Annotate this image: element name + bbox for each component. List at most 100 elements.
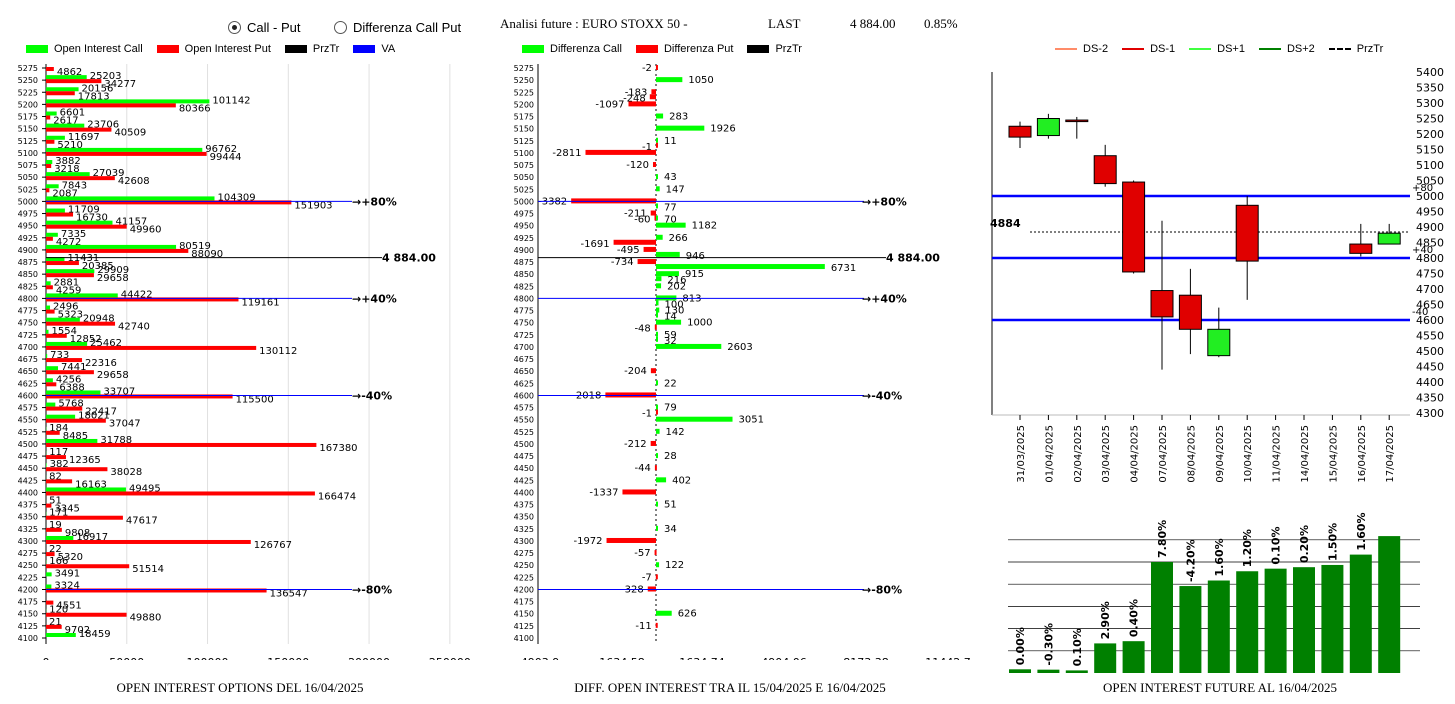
strike-label: 4800 xyxy=(18,294,38,303)
candle-body xyxy=(1065,119,1089,123)
put-bar xyxy=(46,394,233,399)
diff-bar-extra xyxy=(649,94,656,100)
put-value-label: 130112 xyxy=(259,346,297,357)
diff-value-label: 28 xyxy=(664,451,677,462)
strike-label: 4325 xyxy=(514,525,534,534)
call-value-label: 82 xyxy=(49,471,62,482)
diff-bar xyxy=(654,550,657,556)
put-value-label: 29658 xyxy=(97,273,129,284)
put-bar xyxy=(46,236,53,241)
date-label: 10/04/2025 xyxy=(1243,425,1254,483)
put-value-label: 37047 xyxy=(109,419,141,430)
y-tick-label: 5050 xyxy=(1416,175,1444,188)
strike-label: 4925 xyxy=(514,234,534,243)
diff-extra-label: 6731 xyxy=(831,263,856,274)
put-value-label: 5210 xyxy=(57,140,82,151)
put-bar xyxy=(46,285,53,290)
diff-bar-extra xyxy=(656,215,658,221)
candle-body xyxy=(1036,118,1060,137)
call-value-label: 1554 xyxy=(52,326,77,337)
oi-bar xyxy=(1065,670,1088,673)
strike-label: 4425 xyxy=(514,476,534,485)
y-tick-label: 4400 xyxy=(1416,376,1444,389)
diff-bar xyxy=(656,234,663,240)
date-label: 01/04/2025 xyxy=(1044,425,1055,483)
diff-bar xyxy=(650,368,656,374)
oi-change-label: 1.60% xyxy=(1213,538,1226,576)
radio-call-put[interactable]: Call - Put xyxy=(228,20,300,35)
strike-label: 4400 xyxy=(18,488,38,497)
call-bar xyxy=(46,99,210,104)
diff-bar xyxy=(650,440,656,446)
last-label: LAST xyxy=(768,16,801,31)
x-tick-label: -4903.9 xyxy=(517,656,559,660)
call-bar xyxy=(46,135,65,140)
diff-value-label: -1097 xyxy=(595,99,624,110)
legend-item-ds+2: DS+2 xyxy=(1258,43,1315,55)
put-value-label: 42608 xyxy=(118,176,150,187)
radio-call-put-label: Call - Put xyxy=(247,20,301,35)
put-value-label: 51514 xyxy=(132,564,164,575)
strike-label: 4350 xyxy=(18,513,38,522)
call-bar xyxy=(46,244,177,249)
x-tick-label: 200000 xyxy=(348,656,390,660)
put-bar xyxy=(46,564,130,569)
call-bar xyxy=(46,172,90,177)
put-bar xyxy=(46,176,115,181)
diff-value-label: 11 xyxy=(664,136,677,147)
strike-label: 4650 xyxy=(18,367,38,376)
call-bar xyxy=(46,366,59,371)
legend-middle: Differenza Call Differenza Put PrzTr xyxy=(522,43,816,55)
strike-label: 4900 xyxy=(18,246,38,255)
call-bar xyxy=(46,87,79,92)
diff-bar xyxy=(655,65,658,70)
put-value-label: 119161 xyxy=(241,297,279,308)
put-value-label: 22417 xyxy=(85,407,117,418)
put-value-label: 2087 xyxy=(52,188,77,199)
x-tick-label: 4904.06 xyxy=(761,656,807,660)
call-bar xyxy=(46,438,98,443)
x-tick-label: 11442.7 xyxy=(925,656,971,660)
strike-label: 4300 xyxy=(18,537,38,546)
strike-label: 4600 xyxy=(18,391,38,400)
y-tick-label: 5150 xyxy=(1416,144,1444,157)
diff-bar xyxy=(656,416,733,422)
call-value-label: 80519 xyxy=(179,241,211,252)
put-bar xyxy=(46,600,54,605)
put-value-label: 88090 xyxy=(191,249,223,260)
put-bar xyxy=(46,212,74,217)
strike-label: 4550 xyxy=(514,416,534,425)
strike-label: 4200 xyxy=(18,585,38,594)
oi-change-label: 7.80% xyxy=(1156,520,1169,558)
strike-label: 4950 xyxy=(18,222,38,231)
strike-label: 4625 xyxy=(514,379,534,388)
diff-value-label: -1337 xyxy=(589,487,618,498)
strike-label: 4850 xyxy=(18,270,38,279)
date-label: 17/04/2025 xyxy=(1385,425,1396,483)
diff-bar xyxy=(652,162,656,168)
put-value-label: 16730 xyxy=(76,213,108,224)
call-value-label: 25203 xyxy=(90,71,122,82)
put-bar xyxy=(46,273,94,278)
put-bar xyxy=(46,382,57,387)
put-value-label: 5320 xyxy=(58,552,83,563)
date-label: 02/04/2025 xyxy=(1073,425,1084,483)
put-value-label: 38028 xyxy=(110,467,142,478)
put-bar xyxy=(46,151,207,156)
diff-bar xyxy=(656,477,667,483)
diff-bar-extra xyxy=(656,300,659,306)
put-value-label: 34277 xyxy=(104,79,136,90)
strike-label: 4125 xyxy=(514,622,534,631)
oi-change-label: -4.20% xyxy=(1184,539,1197,582)
diff-bar-extra xyxy=(654,324,657,330)
diff-extra-label: 946 xyxy=(686,251,705,262)
strike-label: 4450 xyxy=(514,464,534,473)
call-value-label: 5768 xyxy=(58,399,83,410)
call-value-label: 33707 xyxy=(103,386,135,397)
strike-label: 5275 xyxy=(514,64,534,73)
diff-bar-extra xyxy=(656,336,658,342)
candle-body xyxy=(1235,204,1259,262)
diff-bar xyxy=(655,622,658,628)
radio-differenza[interactable]: Differenza Call Put xyxy=(334,20,461,35)
put-value-label: 151903 xyxy=(294,200,332,211)
